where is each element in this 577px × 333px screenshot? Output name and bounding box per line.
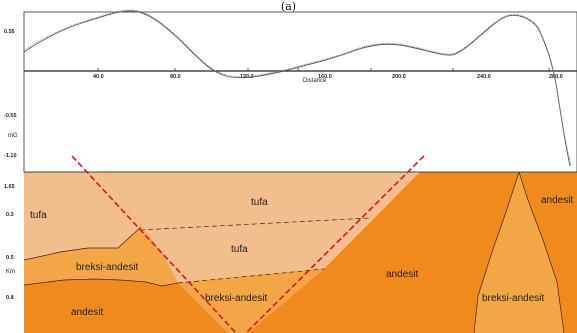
observed-gravity-curve: [23, 9, 572, 166]
x-tick-label: 280.0: [549, 74, 563, 80]
unit-label-andesit: andesit: [71, 307, 103, 318]
depth-tick-label: 0.8: [6, 295, 14, 301]
tufa-central-region: [105, 172, 420, 283]
depth-tick-label: 1.65: [4, 184, 15, 190]
depth-tick-label: 0.3: [6, 212, 14, 218]
geologic-section: 1.65 0.3 0.5 Km 0.8 tufa tufa tufa breks…: [4, 155, 577, 333]
unit-label-tufa: tufa: [30, 210, 47, 221]
tufa-left-region: [24, 172, 141, 260]
profile-frame: [23, 11, 577, 173]
y-tick-label: 0.55: [4, 29, 15, 35]
unit-label-tufa: tufa: [251, 197, 268, 208]
unit-label-breksi-andesit: breksi-andesit: [482, 293, 544, 304]
breksi-andesit-left-region: [24, 227, 178, 286]
x-tick-label: 160.0: [318, 74, 332, 80]
x-axis-title: Distance: [303, 78, 327, 84]
unit-label-breksi-andesit: breksi-andesit: [205, 293, 267, 304]
y-tick-label: -1.10: [4, 153, 17, 159]
y-axis-title: mG: [8, 133, 18, 139]
depth-axis-title: Km: [6, 269, 15, 275]
depth-tick-label: 0.5: [6, 255, 14, 261]
breksi-andesit-right-region: [474, 172, 564, 333]
inferred-boundaries: [139, 217, 371, 284]
fault-line-left: [71, 155, 237, 333]
x-tick-label: 80.0: [170, 74, 181, 80]
x-tick-label: 200.0: [392, 74, 406, 80]
y-tick-label: -0.55: [4, 113, 17, 119]
unit-label-tufa: tufa: [231, 244, 248, 255]
x-tick-label: 240.0: [477, 74, 491, 80]
x-tick-label: 40.0: [93, 74, 104, 80]
x-tick-marks: [97, 68, 550, 71]
unit-label-andesit: andesit: [386, 269, 418, 280]
layer-boundaries: [23, 171, 577, 333]
unit-label-andesit: andesit: [541, 195, 573, 206]
unit-label-breksi-andesit: breksi-andesit: [76, 262, 138, 273]
gravity-profile: 40.0 80.0 120.0 160.0 200.0 240.0 280.0 …: [4, 9, 577, 173]
breksi-andesit-center-region: [178, 269, 324, 333]
figure-label: (a): [280, 0, 297, 13]
fault-line-right: [245, 155, 425, 333]
fault-lines: [71, 155, 425, 333]
